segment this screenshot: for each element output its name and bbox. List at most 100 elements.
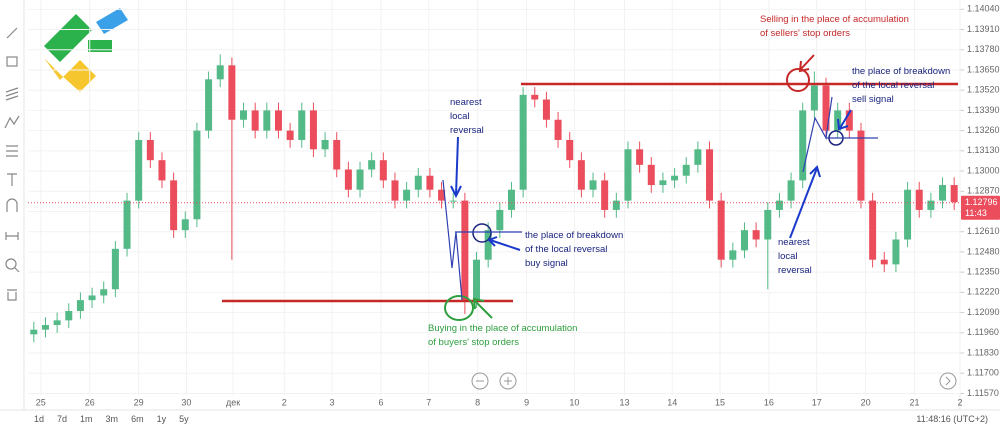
candle-body [612, 200, 620, 210]
time-badge-label: 11:43 [965, 208, 987, 218]
candle-body [764, 209, 772, 240]
candle-body [309, 110, 317, 150]
candle-body [671, 175, 679, 181]
x-tick-label: 2 [282, 397, 287, 407]
candle-body [123, 200, 131, 249]
timeframe-button[interactable]: 5y [179, 414, 189, 424]
timeframe-button[interactable]: 1d [34, 414, 45, 424]
candle-body [461, 200, 469, 301]
candle-body [333, 139, 341, 170]
plot: 1.14040 1.13910 1.13780 1.13650 1.13520 1.133… [28, 0, 1000, 407]
y-tick-label: 1.12090 [967, 307, 1000, 317]
candle-body [53, 320, 61, 326]
candle-body [694, 149, 702, 165]
candle-body [636, 149, 644, 165]
timeframe-button[interactable]: 3m [105, 414, 119, 424]
candle-body [624, 149, 632, 201]
left-toolbar [0, 0, 24, 410]
y-tick-label: 1.13260 [967, 125, 1000, 135]
note-line: Buying in the place of accumulation [428, 323, 578, 334]
candle-body [205, 79, 213, 131]
y-tick-label: 1.11830 [967, 347, 999, 357]
y-tick-label: 1.12350 [967, 267, 1000, 277]
timeframe-button[interactable]: 1y [156, 414, 167, 424]
candle-body [146, 139, 154, 161]
note-line: of buyers' stop orders [428, 337, 520, 348]
note-line: sell signal [852, 94, 894, 105]
y-tick-label: 1.13390 [967, 105, 1000, 115]
candle-body [321, 139, 329, 150]
x-tick-label: 15 [715, 397, 725, 407]
candle-body [426, 175, 434, 190]
timeframe-button[interactable]: 1m [80, 414, 93, 424]
candle-body [379, 160, 387, 181]
candle-body [484, 230, 492, 260]
y-tick-label: 1.11570 [967, 388, 999, 398]
candle-body [473, 259, 481, 301]
note-line: of the local reversal [525, 244, 608, 255]
candle-body [30, 329, 38, 335]
y-tick-label: 1.13000 [967, 165, 1000, 175]
candle-body [647, 164, 655, 186]
x-tick-label: 16 [764, 397, 774, 407]
candle-body [135, 139, 143, 201]
note-line: of sellers' stop orders [760, 28, 850, 39]
x-tick-label: 2 [957, 397, 962, 407]
candle-body [880, 259, 888, 265]
candle-body [554, 119, 562, 140]
timeframe-button[interactable]: 7d [57, 414, 68, 424]
candle-body [519, 94, 527, 190]
x-tick-label: 25 [36, 397, 46, 407]
candle-body [449, 200, 457, 202]
x-tick-label: 10 [569, 397, 579, 407]
candle-body [659, 180, 667, 186]
candle-body [368, 160, 376, 170]
y-tick-label: 1.13520 [967, 85, 1000, 95]
candle-body [240, 110, 248, 120]
zoom-controls[interactable] [471, 372, 957, 390]
reversal-top-note: nearest local reversal [450, 96, 484, 138]
x-tick-label: 8 [475, 397, 480, 407]
y-tick-label: 1.12480 [967, 246, 1000, 256]
candle-body [682, 164, 690, 176]
candle-body [717, 200, 725, 260]
candle-body [356, 169, 364, 190]
candle-body [158, 160, 166, 181]
x-tick-label: 6 [378, 397, 383, 407]
candle-body [589, 180, 597, 190]
candle-body [799, 110, 807, 181]
candle-body [111, 248, 119, 290]
buy-zone-note: Buying in the place of accumulation of bu… [428, 322, 577, 350]
candle-body [729, 250, 737, 260]
candle-body [228, 65, 236, 120]
y-tick-label: 1.13650 [967, 64, 1000, 74]
note-line: of the local reversal [852, 80, 935, 91]
sell-signal-note: the place of breakdown of the local rever… [852, 65, 950, 107]
candle-body [65, 311, 73, 321]
x-tick-label: 29 [134, 397, 144, 407]
candle-body [531, 94, 539, 100]
candle-body [566, 139, 574, 161]
y-tick-label: 1.13130 [967, 145, 1000, 155]
note-line: reversal [450, 125, 484, 136]
candle-body [577, 160, 585, 190]
tool-icons[interactable] [4, 27, 20, 301]
note-line: local [450, 111, 470, 122]
candle-body [706, 149, 714, 201]
candle-body [927, 200, 935, 210]
candle-body [822, 85, 830, 131]
note-line: reversal [778, 265, 812, 276]
candle-body [857, 130, 865, 201]
candle-body [740, 230, 748, 251]
x-tick-label: 17 [812, 397, 822, 407]
note-line: the place of breakdown [525, 230, 624, 241]
candle-body [869, 200, 877, 260]
buy-signal-note: the place of breakdown of the local rever… [525, 229, 623, 271]
candle-body [251, 110, 259, 131]
note-line: the place of breakdown [852, 66, 951, 77]
clock: 11:48:16 (UTC+2) [916, 414, 988, 424]
note-line: local [778, 251, 798, 262]
timeframe-button[interactable]: 6m [131, 414, 144, 424]
